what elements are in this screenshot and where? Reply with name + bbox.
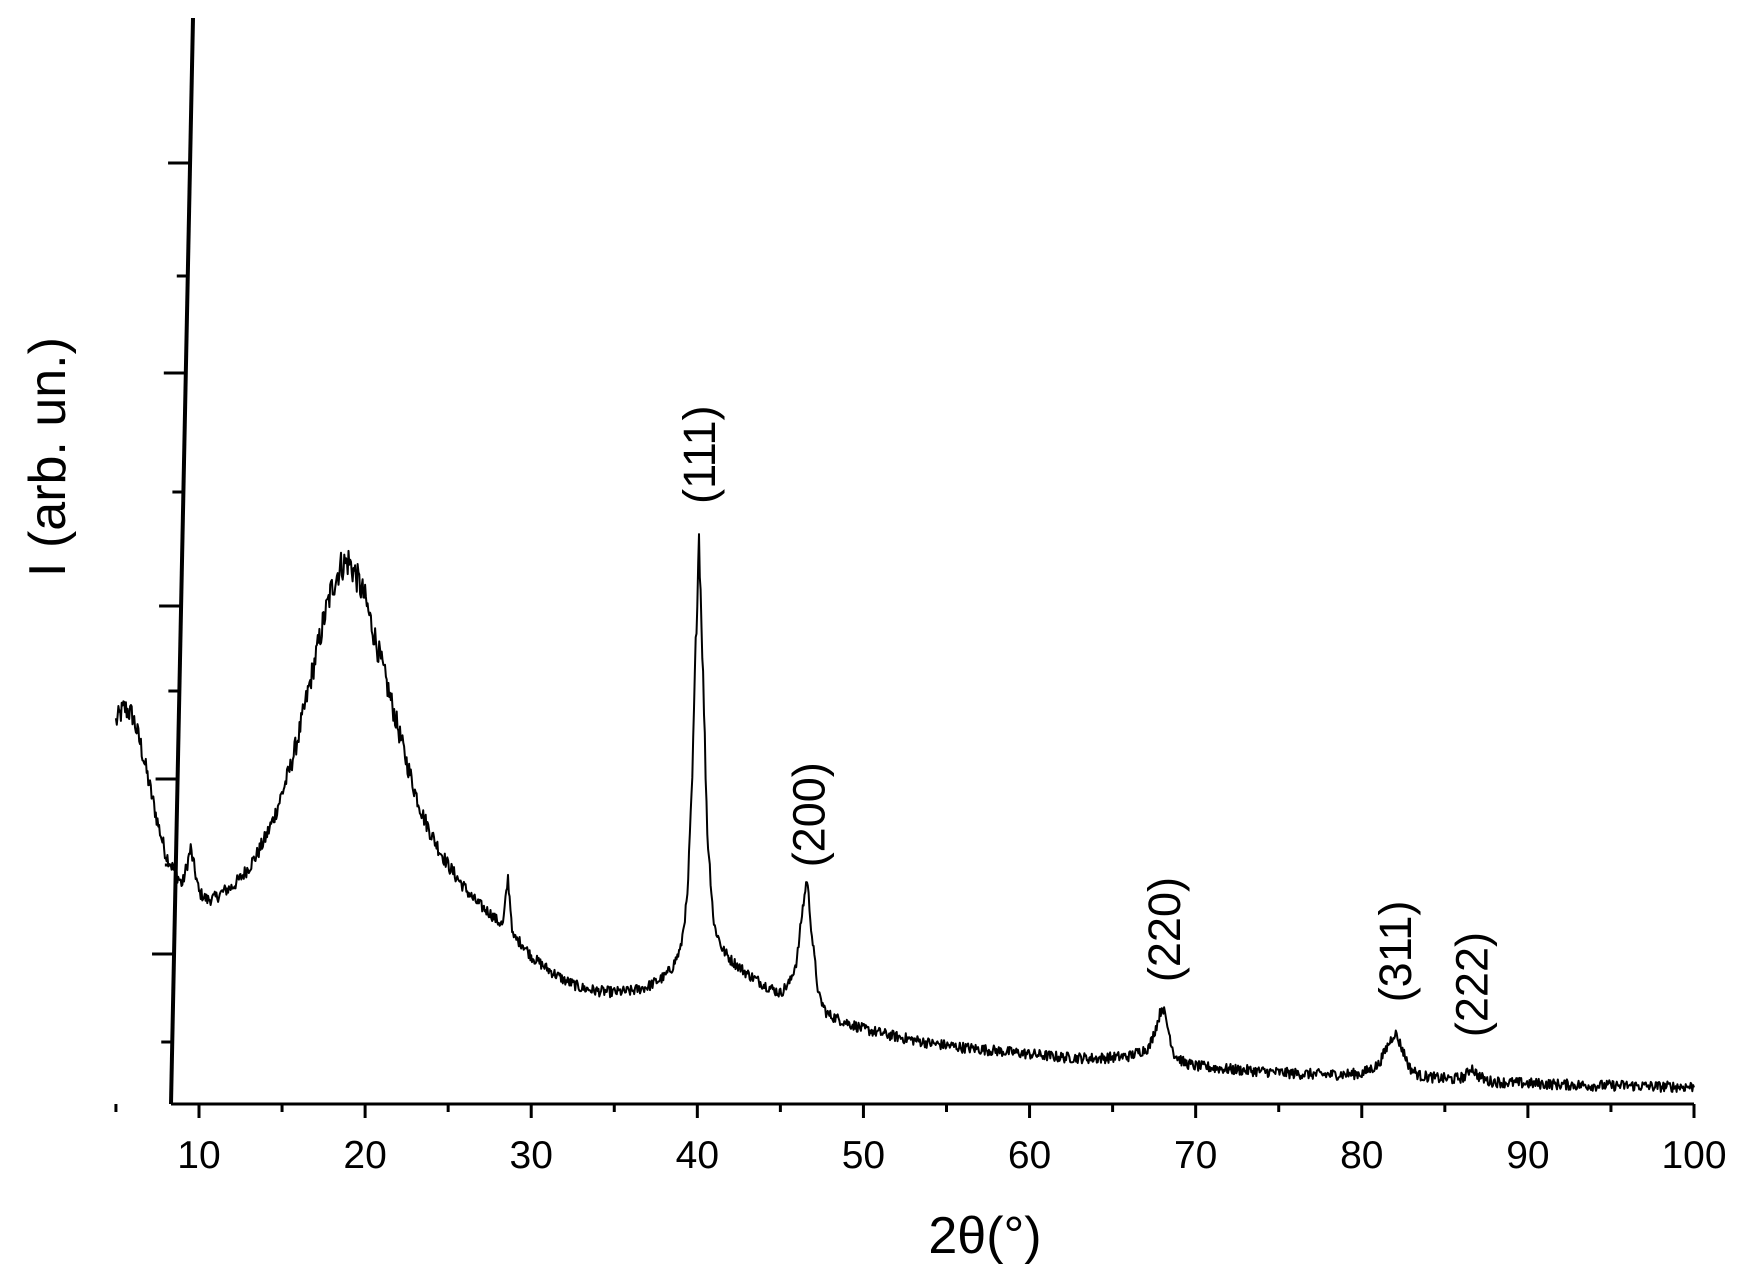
x-axis-title: 2θ(°) xyxy=(928,1207,1041,1265)
x-tick-label: 80 xyxy=(1340,1134,1383,1177)
peak-label: (311) xyxy=(1370,901,1421,1003)
x-tick-label: 10 xyxy=(177,1134,220,1177)
diffraction-series xyxy=(114,533,1695,1093)
x-axis: 10 20 30 40 50 60 70 80 90 100 xyxy=(114,1102,1727,1177)
series-group xyxy=(114,533,1695,1093)
x-tick-label: 100 xyxy=(1661,1134,1726,1177)
x-tick-label: 90 xyxy=(1506,1134,1549,1177)
x-tick-label: 60 xyxy=(1008,1134,1051,1177)
x-tick-label: 20 xyxy=(343,1134,386,1177)
peak-annotations: (111) (200) (220) (311) (222) xyxy=(674,406,1497,1038)
x-tick-label: 30 xyxy=(510,1134,553,1177)
peak-label: (220) xyxy=(1139,877,1190,982)
x-tick-label: 40 xyxy=(676,1134,719,1177)
peak-label: (111) xyxy=(674,406,725,504)
x-tick-label: 50 xyxy=(842,1134,885,1177)
peak-label: (200) xyxy=(784,762,835,867)
y-axis-line xyxy=(169,17,195,1105)
peak-label: (222) xyxy=(1446,932,1497,1037)
y-axis-title: I (arb. un.) xyxy=(19,337,77,577)
y-axis xyxy=(152,17,195,1105)
x-tick-label: 70 xyxy=(1174,1134,1217,1177)
